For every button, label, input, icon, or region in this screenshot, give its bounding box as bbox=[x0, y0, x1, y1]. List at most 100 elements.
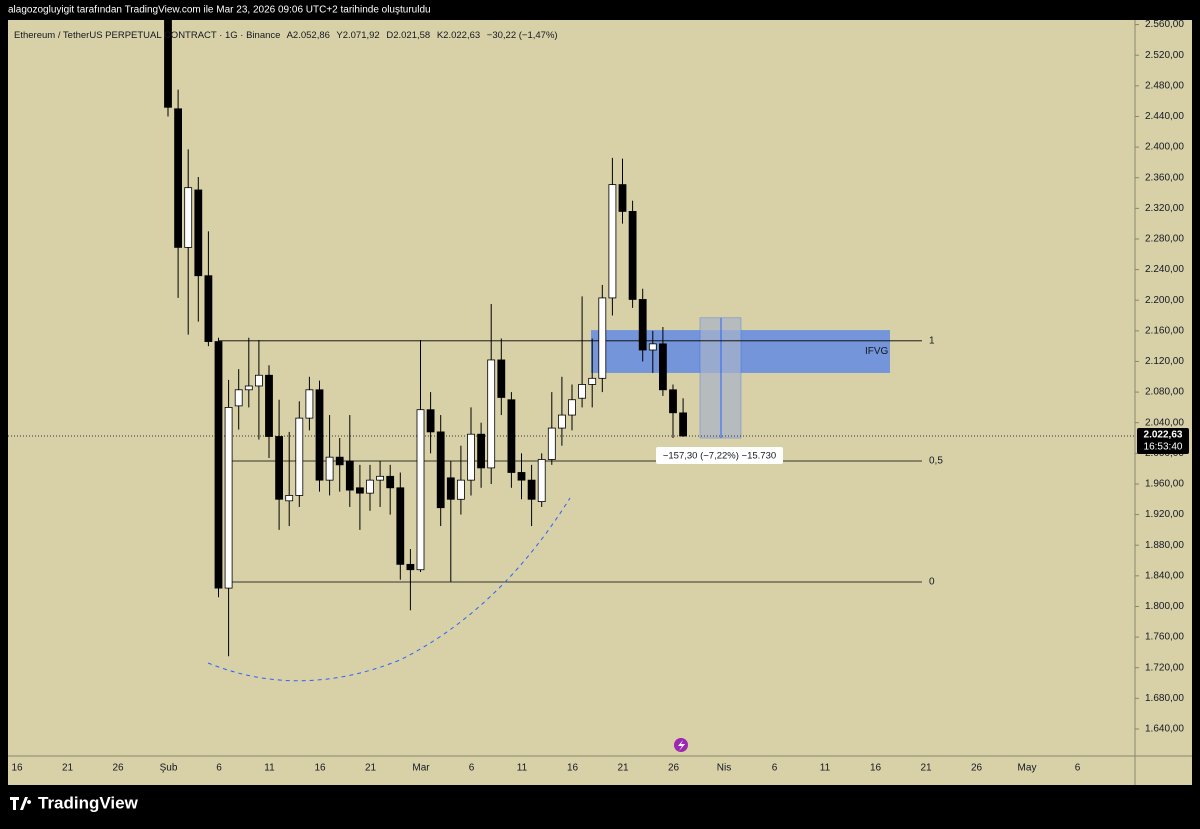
x-tick-label: 11 bbox=[517, 763, 528, 774]
candle-body bbox=[628, 211, 637, 300]
x-tick-label: 11 bbox=[264, 763, 275, 774]
price-tag bbox=[1137, 428, 1189, 455]
candle-body bbox=[386, 475, 395, 489]
y-tick-label: 1.760,00 bbox=[1145, 632, 1184, 643]
y-tick-label: 1.960,00 bbox=[1145, 479, 1184, 490]
y-tick-label: 1.840,00 bbox=[1145, 570, 1184, 581]
candle-body bbox=[679, 412, 687, 437]
candle-body bbox=[265, 374, 273, 437]
candle-body bbox=[487, 359, 496, 469]
candle-body bbox=[507, 399, 516, 473]
fib-level-label: 1 bbox=[929, 335, 935, 346]
candle-body bbox=[477, 433, 486, 469]
legend-low: D2.021,58 bbox=[386, 30, 430, 41]
x-tick-label: May bbox=[1018, 763, 1037, 774]
y-tick-label: 2.120,00 bbox=[1145, 356, 1184, 367]
x-tick-label: 16 bbox=[870, 763, 882, 774]
candle-body bbox=[598, 297, 607, 379]
y-tick-label: 2.440,00 bbox=[1145, 111, 1184, 122]
x-tick-label: 21 bbox=[62, 763, 74, 774]
y-tick-label: 1.640,00 bbox=[1145, 724, 1184, 735]
x-tick-label: Şub bbox=[160, 763, 178, 774]
candle-body bbox=[376, 475, 385, 481]
x-tick-label: 6 bbox=[1075, 763, 1081, 774]
y-tick-label: 2.280,00 bbox=[1145, 234, 1184, 245]
candle-body bbox=[224, 407, 233, 589]
x-tick-label: 6 bbox=[469, 763, 475, 774]
measure-label-box bbox=[656, 447, 783, 464]
candle-body bbox=[558, 414, 566, 429]
page-header: alagozogluyigit tarafından TradingView.c… bbox=[8, 5, 431, 16]
candle-body bbox=[315, 389, 324, 481]
x-tick-label: 21 bbox=[365, 763, 377, 774]
x-tick-label: 11 bbox=[820, 763, 831, 774]
x-tick-label: 6 bbox=[772, 763, 778, 774]
x-tick-label: 16 bbox=[314, 763, 326, 774]
candle-body bbox=[608, 184, 617, 299]
candle-body bbox=[456, 479, 465, 500]
candle-body bbox=[638, 299, 647, 351]
axes: 2.560,00 2.520,00 2.480,00 2.440,00 2.400,00… bbox=[11, 19, 1184, 773]
logo-text: TradingView bbox=[38, 793, 139, 812]
x-tick-label: 26 bbox=[971, 763, 983, 774]
x-tick-label: 21 bbox=[617, 763, 629, 774]
legend-open: A2.052,86 bbox=[287, 30, 330, 41]
candle-body bbox=[244, 385, 253, 391]
x-tick-label: 26 bbox=[668, 763, 680, 774]
candle-body bbox=[254, 374, 263, 387]
y-tick-label: 2.480,00 bbox=[1145, 80, 1184, 91]
candle-body bbox=[275, 436, 284, 500]
y-tick-label: 1.720,00 bbox=[1145, 662, 1184, 673]
candle-body bbox=[497, 359, 506, 398]
legend-change: −30,22 (−1,47%) bbox=[487, 30, 558, 41]
candle-body bbox=[436, 431, 445, 509]
candle-body bbox=[164, 20, 172, 108]
x-tick-label: 6 bbox=[216, 763, 222, 774]
y-tick-label: 2.040,00 bbox=[1145, 417, 1184, 428]
candle-body bbox=[204, 275, 213, 342]
candle-body bbox=[194, 189, 203, 277]
candle-body bbox=[517, 472, 526, 481]
x-tick-label: 21 bbox=[920, 763, 932, 774]
candle-body bbox=[355, 487, 364, 494]
candle-body bbox=[295, 417, 304, 496]
candle-body bbox=[547, 427, 556, 460]
candle-body bbox=[396, 487, 405, 565]
y-tick-label: 2.400,00 bbox=[1145, 142, 1184, 153]
legend-close: K2.022,63 bbox=[437, 30, 480, 41]
y-tick-label: 2.520,00 bbox=[1145, 50, 1184, 61]
candle-body bbox=[335, 456, 344, 466]
y-tick-label: 1.680,00 bbox=[1145, 693, 1184, 704]
candle-body bbox=[406, 563, 415, 571]
y-tick-label: 2.360,00 bbox=[1145, 172, 1184, 183]
candle-body bbox=[467, 433, 475, 481]
x-tick-label: 26 bbox=[112, 763, 124, 774]
candle-body bbox=[416, 409, 425, 571]
x-tick-label: Nis bbox=[717, 763, 731, 774]
candle-body bbox=[588, 377, 597, 385]
chart-panel bbox=[8, 20, 1192, 785]
candle-body bbox=[345, 460, 354, 491]
candle-body bbox=[174, 108, 183, 248]
candle-body bbox=[537, 459, 546, 502]
candle-body bbox=[669, 389, 677, 414]
measure-label: −157,30 (−7,22%) −15.730 bbox=[663, 451, 776, 462]
candle-body bbox=[184, 187, 193, 248]
y-tick-label: 2.240,00 bbox=[1145, 264, 1184, 275]
candle-body bbox=[659, 343, 667, 391]
price-tag-label: 2.022,63 bbox=[1144, 430, 1183, 441]
fib-level-label: 0 bbox=[929, 577, 935, 588]
price-tag-countdown: 16:53:40 bbox=[1144, 442, 1183, 453]
x-tick-label: Mar bbox=[412, 763, 430, 774]
y-tick-label: 1.880,00 bbox=[1145, 540, 1184, 551]
x-tick-label: 16 bbox=[11, 763, 23, 774]
candle-body bbox=[618, 184, 627, 212]
candle-body bbox=[648, 343, 657, 351]
plot: IFVG 1 0,5 0 bbox=[8, 20, 1135, 657]
candle-body bbox=[568, 399, 576, 416]
candle-body bbox=[426, 409, 435, 433]
fib-level-label: 0,5 bbox=[929, 456, 943, 467]
y-tick-label: 2.560,00 bbox=[1145, 19, 1184, 30]
candle-body bbox=[285, 495, 294, 502]
